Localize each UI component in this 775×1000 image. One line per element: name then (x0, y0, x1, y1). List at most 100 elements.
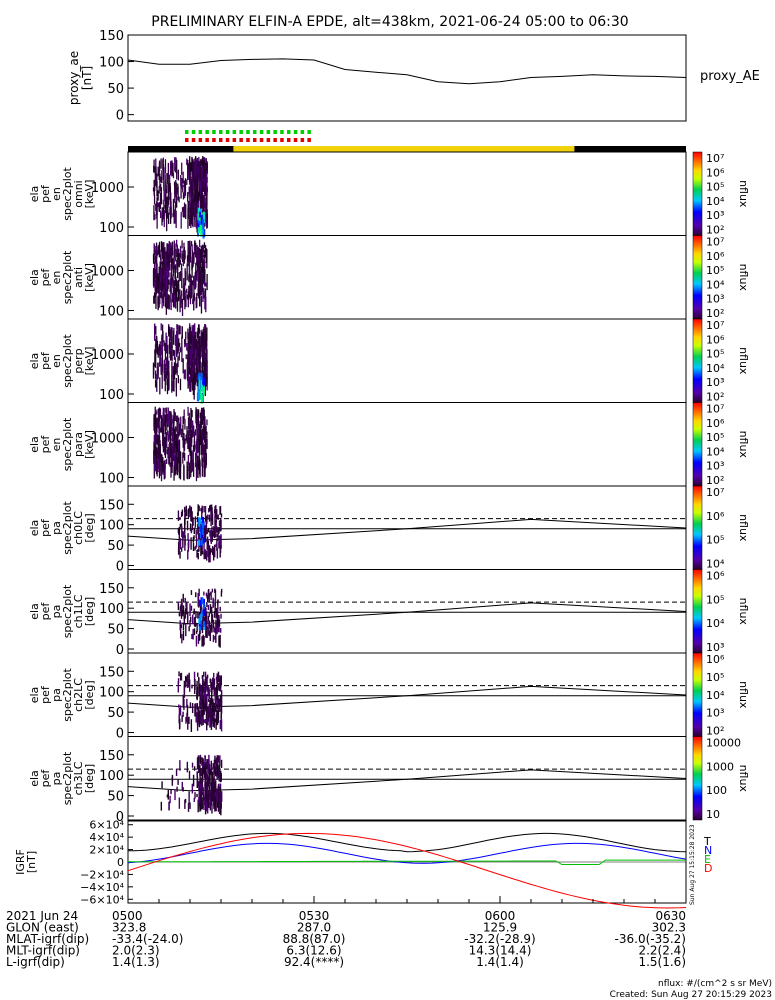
pitch-angle-pixel (213, 544, 216, 558)
pitch-angle-colorbar-tick: 10⁶ (706, 570, 725, 583)
spectrogram-pixel (201, 348, 203, 358)
spectrogram-pixel (190, 241, 193, 247)
spectrogram-pixel (201, 178, 203, 190)
spectrogram-pixel (189, 240, 191, 252)
spectrogram-pixel (205, 164, 208, 170)
spectrogram-pixel (162, 412, 164, 429)
spectrogram-ytick-label: 1000 (91, 348, 124, 363)
pitch-angle-pixel (197, 553, 199, 560)
pitch-angle-pixel (204, 529, 207, 543)
spectrogram-pixel (204, 423, 206, 437)
spectrogram-pixel (192, 423, 194, 432)
spectrogram-pixel (158, 424, 160, 437)
pitch-angle-colorbar-tick: 100 (706, 784, 727, 797)
spectrogram-pixel (154, 455, 156, 472)
spectrogram-pixel (194, 351, 196, 365)
spectrogram-pixel (188, 357, 191, 372)
pitch-angle-pixel (205, 704, 207, 712)
pitch-angle-pixel (216, 538, 218, 551)
spectrogram-pixel (193, 294, 195, 311)
pitch-angle-pixel (191, 511, 193, 521)
pitch-angle-pixel (209, 550, 211, 563)
pitch-angle-pixel (182, 630, 185, 641)
loss-cone-curve (127, 769, 687, 792)
pitch-angle-pixel (216, 788, 218, 800)
spectrogram-pixel (175, 334, 177, 346)
spectrogram-pixel (205, 373, 207, 387)
spectrogram-pixel (177, 440, 180, 456)
spectrogram-pixel (157, 190, 159, 201)
spectrogram-pixel (195, 276, 197, 288)
pitch-angle-pixel (200, 545, 202, 557)
pitch-angle-pixel (195, 635, 198, 647)
pitch-angle-pixel (217, 785, 219, 796)
pitch-angle-pixel (217, 698, 220, 706)
spectrogram-pixel (176, 362, 178, 376)
spectrogram-pixel (205, 337, 208, 347)
pitch-angle-pixel (192, 629, 194, 640)
spectrogram-pixel (202, 426, 204, 439)
spectrogram-pixel (177, 341, 179, 354)
pitch-angle-pixel (220, 803, 222, 816)
spectrogram-pixel (170, 331, 172, 339)
pitch-angle-pixel (205, 763, 208, 769)
pitch-angle-pixel (204, 552, 206, 560)
spectrogram-pixel (184, 250, 186, 258)
spectrogram-pixel (190, 331, 192, 338)
pitch-angle-pixel (200, 767, 202, 777)
spectrogram-pixel (189, 288, 191, 301)
spectrogram-pixel (194, 174, 196, 190)
spectrogram-pixel (202, 156, 204, 167)
spectrogram-pixel (183, 409, 185, 420)
spectrogram-pixel (192, 361, 194, 368)
pitch-angle-colorbar-tick: 10⁴ (706, 617, 725, 630)
igrf-legend-d: D (704, 862, 712, 875)
spectrogram-pixel (192, 159, 194, 171)
pitch-angle-pixel (213, 626, 215, 633)
spectrogram-pixel (203, 244, 205, 253)
pitch-angle-pixel (213, 797, 215, 801)
spectrogram-ytick-label: 1000 (91, 181, 124, 196)
spectrogram-pixel (174, 426, 177, 439)
pitch-angle-pixel (213, 763, 215, 776)
pitch-angle-pixel (196, 703, 199, 710)
spectrogram-pixel (183, 465, 185, 481)
pitch-angle-pixel (207, 540, 210, 545)
spectrogram-pixel (195, 171, 197, 180)
pitch-angle-pixel (183, 685, 186, 698)
spectrogram-pixel (169, 354, 172, 361)
spectrogram-pixel (198, 190, 200, 201)
spectrogram-pixel (182, 192, 185, 200)
ephemeris-value: 88.8(87.0) (283, 932, 346, 946)
spectrogram-pixel (156, 203, 158, 215)
spectrogram-pixel (165, 251, 168, 260)
spectrogram-pixel (194, 275, 196, 289)
pitch-angle-pixel (219, 686, 222, 692)
pitch-angle-pixel (207, 790, 209, 798)
spectrogram-colorbar-tick: 10⁴ (706, 278, 725, 291)
pitch-angle-pixel (213, 679, 215, 692)
pitch-angle-pixel (203, 539, 205, 550)
pitch-angle-pixel (193, 617, 196, 627)
pitch-angle-pixel (220, 773, 222, 782)
spectrogram-pixel (159, 455, 161, 472)
spectrogram-pixel (192, 327, 194, 336)
pitch-angle-pixel (219, 526, 221, 532)
spectrogram-pixel (200, 338, 203, 347)
spectrogram-pixel (176, 325, 178, 343)
spectrogram-pixel (176, 171, 178, 180)
spectrogram-pixel (198, 357, 200, 365)
pitch-angle-pixel (178, 526, 181, 534)
ephemeris-value: 1.4(1.4) (476, 955, 524, 969)
spectrogram-pixel (171, 346, 173, 362)
science-zone-green-mark (185, 130, 189, 134)
spectrogram-pixel (197, 447, 199, 453)
spectrogram-pixel (157, 408, 160, 424)
pitch-angle-pixel (207, 716, 209, 726)
spectrogram-pixel (168, 241, 170, 252)
igrf-ytick-label: −2×10⁴ (80, 868, 124, 881)
spectrogram-pixel (186, 426, 188, 444)
pitch-angle-ylabel-line: spec2plot (61, 501, 74, 555)
spectrogram-pixel (173, 369, 175, 380)
spectrogram-pixel (206, 419, 208, 426)
